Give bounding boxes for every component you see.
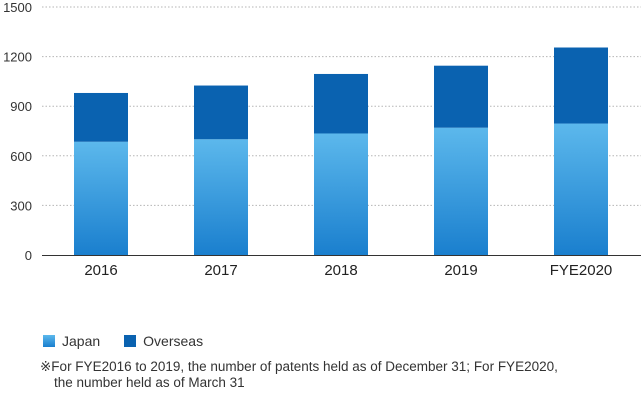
bar-japan-2016 [74,141,128,255]
y-axis: 0 300 600 900 1200 1500 [3,0,32,263]
legend: Japan Overseas [43,333,227,349]
bar-overseas-2016 [74,92,128,142]
x-tick-label: 2019 [444,262,477,279]
x-tick-label: 2018 [324,262,357,279]
bars [74,47,608,255]
legend-swatch-overseas [124,335,137,347]
bar-japan-fye2020 [554,123,608,255]
y-tick-label: 900 [10,99,32,114]
x-axis: 2016 2017 2018 2019 FYE2020 [84,262,612,279]
bar-overseas-fye2020 [554,47,608,124]
footnote: ※For FYE2016 to 2019, the number of pate… [40,359,620,391]
x-tick-label: 2017 [204,262,237,279]
x-tick-label: FYE2020 [550,262,613,279]
legend-label-japan: Japan [62,333,101,349]
bar-overseas-2017 [194,85,248,140]
y-tick-label: 0 [25,248,32,263]
legend-swatch-japan [43,335,55,347]
y-tick-label: 1200 [3,50,32,65]
y-tick-label: 300 [10,198,32,213]
footnote-line-2: the number held as of March 31 [54,375,245,390]
footnote-line-1: ※For FYE2016 to 2019, the number of pate… [40,359,558,374]
bar-overseas-2019 [434,65,488,128]
bar-overseas-2018 [314,73,368,134]
bar-japan-2018 [314,133,368,255]
y-tick-label: 1500 [3,0,32,15]
bar-japan-2019 [434,127,488,255]
legend-label-overseas: Overseas [143,333,204,349]
legend-item-japan: Japan [43,333,100,349]
legend-item-overseas: Overseas [124,333,203,349]
stacked-bar-chart: 0 300 600 900 1200 1500 2016 2017 2018 2019 FYE20… [3,0,641,279]
y-tick-label: 600 [10,149,32,164]
x-tick-label: 2016 [84,262,117,279]
bar-japan-2017 [194,139,248,255]
